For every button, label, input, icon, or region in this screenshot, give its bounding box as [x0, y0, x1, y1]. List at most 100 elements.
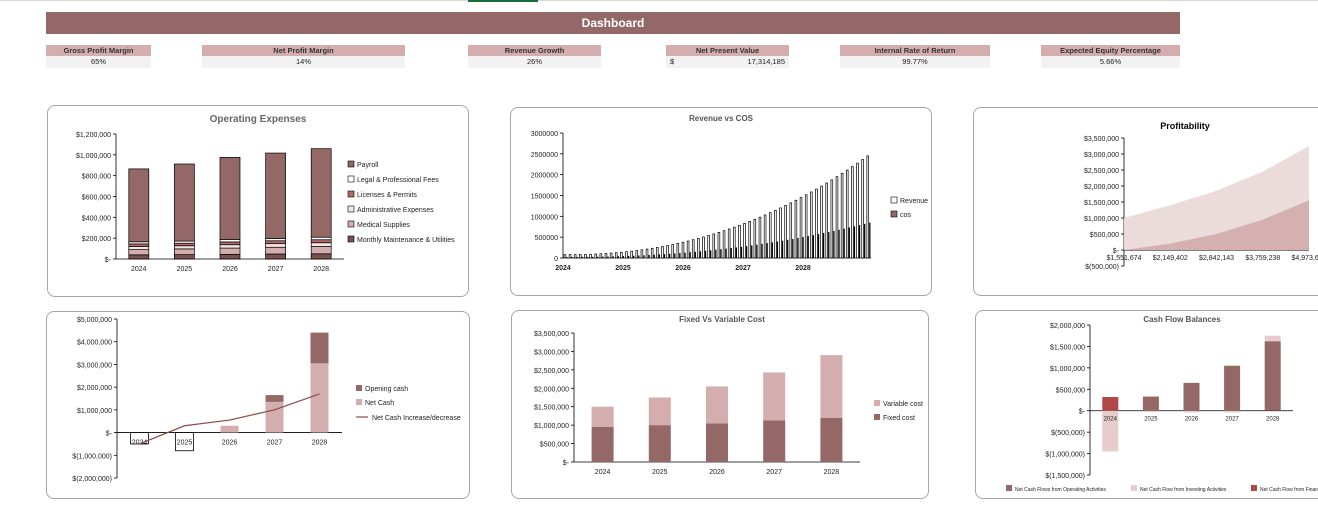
cos-bar [653, 254, 655, 258]
operating-expenses-panel[interactable]: Operating Expenses $- $200,000 $400,000 $600… [47, 105, 469, 297]
cos-bar [668, 253, 671, 258]
investing-bar [1102, 410, 1119, 452]
cos-bar [591, 256, 594, 258]
x-tick-label: $4,973,648 [1291, 255, 1318, 262]
revenue-bar [568, 254, 572, 259]
revenue-bar [579, 254, 582, 259]
x-tick-label: 2025 [1144, 417, 1158, 423]
x-tick-label: $3,759,238 [1245, 255, 1280, 262]
legend-swatch [874, 400, 880, 406]
x-tick-label: 2026 [1185, 417, 1199, 423]
x-tick-label: 2024 [132, 440, 148, 447]
cos-bar [689, 252, 691, 258]
y-tick-label: $500,000 [1056, 387, 1085, 394]
cos-bar [792, 238, 794, 258]
kpi-label: Net Present Value [666, 45, 789, 56]
net-cash-bar [265, 401, 284, 433]
cos-bar [576, 256, 578, 258]
revenue-bar [625, 251, 628, 259]
legend-swatch [1251, 485, 1257, 491]
y-tick-label: $(1,000,000) [1045, 452, 1085, 459]
legend-label: Opening cash [365, 386, 408, 393]
y-tick-label: $200,000 [82, 236, 111, 243]
cash-chart: $(2,000,000) $(1,000,000) $- $1,000,000 $2,0… [72, 317, 461, 483]
cos-bar [633, 255, 635, 258]
revenue-vs-cos-panel[interactable]: Revenue vs COS 0 500000 1000000 1500000 20000… [510, 107, 932, 296]
y-tick-label: $2,000,000 [77, 385, 112, 392]
x-tick-label: 2028 [795, 265, 811, 272]
x-tick-label: 2027 [735, 265, 751, 272]
legend-label: Fixed cost [883, 415, 915, 422]
legend-label: Legal & Professional Fees [357, 177, 439, 184]
revenue-bar [810, 191, 813, 259]
kpi-value[interactable]: $ 17,314,185 [666, 56, 789, 68]
cos-bar [828, 232, 830, 258]
y-tick-label: 2000000 [531, 173, 558, 180]
revenue-bar [676, 243, 680, 259]
kpi-net-profit-margin: Net Profit Margin 14% [202, 45, 405, 69]
cos-bar [802, 237, 804, 258]
y-tick-label: $3,500,000 [534, 331, 569, 338]
x-tick-label: 2028 [1266, 417, 1280, 423]
x-tick-label: 2028 [824, 469, 840, 476]
kpi-value[interactable]: 26% [468, 56, 601, 68]
investing-bar [1264, 335, 1281, 342]
cos-bar [833, 230, 835, 258]
x-tick-label: 2024 [555, 265, 571, 272]
cash-flow-balances-chart: Cash Flow Balances $(1,500,000) $(1,000,00… [1006, 315, 1318, 493]
operating-bar [1142, 396, 1159, 411]
x-tick-label: 2025 [615, 265, 631, 272]
y-tick-label: $3,000,000 [1084, 152, 1119, 159]
area-series [1124, 200, 1309, 250]
kpi-gross-profit-margin: Gross Profit Margin 65% [46, 45, 151, 69]
revenue-bar [743, 223, 746, 259]
bar-segment [265, 253, 286, 260]
fixed-vs-variable-chart: Fixed Vs Variable Cost $- $500,000 $1,000,0… [534, 315, 923, 476]
revenue-bar [614, 252, 618, 259]
revenue-bar [656, 247, 659, 259]
legend-label: Administrative Expenses [357, 207, 434, 214]
operating-bar [1183, 382, 1200, 411]
bar-segment [310, 253, 332, 260]
revenue-bar [630, 250, 633, 259]
revenue-bar [573, 254, 577, 259]
y-tick-label: $2,000,000 [1084, 184, 1119, 191]
y-tick-label: 3000000 [531, 131, 558, 138]
cos-bar [658, 254, 660, 258]
cos-bar [643, 255, 645, 258]
kpi-value[interactable]: 99.77% [840, 56, 990, 68]
fixed-cost-bar [648, 425, 671, 462]
legend-label: Net Cash Increase/decrease [372, 415, 461, 422]
y-tick-label: $(500,000) [1051, 430, 1085, 437]
revenue-bar [599, 253, 603, 259]
sheet-top-border [0, 0, 1318, 1]
fixed-vs-variable-panel[interactable]: Fixed Vs Variable Cost $- $500,000 $1,000,0… [511, 310, 929, 499]
kpi-value[interactable]: 5.66% [1041, 56, 1180, 68]
cos-bar [674, 253, 676, 258]
legend-swatch [347, 205, 355, 213]
y-tick-label: $3,000,000 [534, 349, 569, 356]
bar-segment [174, 163, 195, 242]
y-tick-label: $1,000,000 [1084, 216, 1119, 223]
y-tick-label: $- [563, 460, 570, 467]
bar-segment [219, 241, 241, 246]
revenue-bar [635, 250, 639, 259]
x-tick-label: 2024 [1104, 417, 1118, 423]
profitability-panel[interactable]: Profitability $(500,000) $- $500,000 $1,000,… [973, 107, 1318, 296]
revenue-bar [840, 173, 844, 259]
cos-bar [787, 239, 789, 258]
legend-swatch [1131, 485, 1137, 491]
revenue-bar [768, 212, 772, 259]
y-tick-label: $1,000,000 [77, 408, 112, 415]
cash-flow-balances-panel[interactable]: Cash Flow Balances $(1,500,000) $(1,000,00… [975, 310, 1318, 499]
net-cash-line [139, 393, 320, 445]
kpi-value[interactable]: 65% [46, 56, 151, 68]
cos-bar [571, 256, 573, 258]
cos-bar [602, 256, 604, 258]
kpi-value[interactable]: 14% [202, 56, 405, 68]
x-tick-label: 2026 [709, 469, 725, 476]
cash-panel[interactable]: $(2,000,000) $(1,000,000) $- $1,000,000 $2,0… [46, 311, 470, 499]
cos-bar [694, 251, 696, 258]
revenue-bar [717, 232, 721, 259]
legend-swatch [874, 414, 880, 420]
